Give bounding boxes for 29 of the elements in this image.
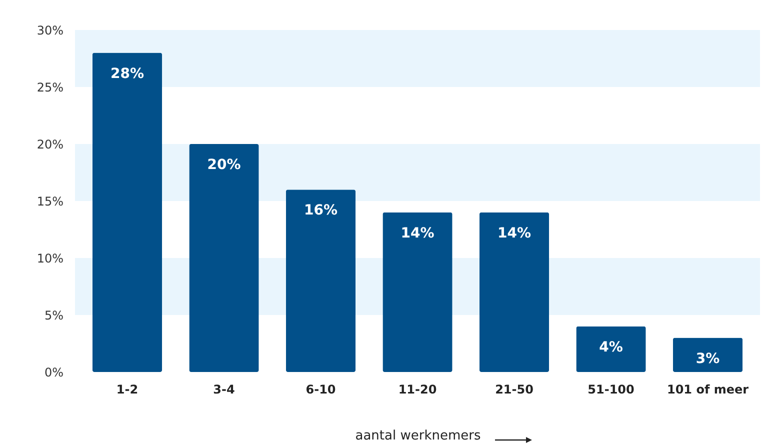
bar xyxy=(286,190,356,372)
y-tick-label: 5% xyxy=(44,308,64,322)
y-tick-label: 15% xyxy=(36,194,64,208)
data-label: 4% xyxy=(599,339,623,356)
data-label: 28% xyxy=(110,66,144,82)
bar xyxy=(189,144,259,372)
x-tick-label: 21-50 xyxy=(495,382,534,396)
bar xyxy=(672,338,743,372)
x-tick-label: 3-4 xyxy=(213,382,235,396)
y-tick-label: 25% xyxy=(36,80,64,94)
x-axis-title: aantal werknemers xyxy=(355,428,481,444)
y-tick-label: 30% xyxy=(36,24,64,38)
data-label: 16% xyxy=(304,202,338,219)
bar xyxy=(479,212,550,372)
bar xyxy=(92,52,162,372)
x-tick-label: 6-10 xyxy=(306,382,336,396)
x-tick-label: 101 of meer xyxy=(666,382,749,396)
data-label: 14% xyxy=(400,225,434,242)
bar xyxy=(382,212,452,372)
x-tick-label: 51-100 xyxy=(588,382,634,396)
bar xyxy=(576,326,646,372)
y-tick-label: 10% xyxy=(36,252,64,266)
x-tick-label: 1-2 xyxy=(116,382,138,396)
x-tick-label: 11-20 xyxy=(398,382,437,396)
data-label: 3% xyxy=(696,350,720,367)
y-tick-label: 0% xyxy=(44,366,64,380)
y-tick-label: 20% xyxy=(36,138,64,152)
data-label: 20% xyxy=(207,157,241,173)
data-label: 14% xyxy=(497,225,532,242)
